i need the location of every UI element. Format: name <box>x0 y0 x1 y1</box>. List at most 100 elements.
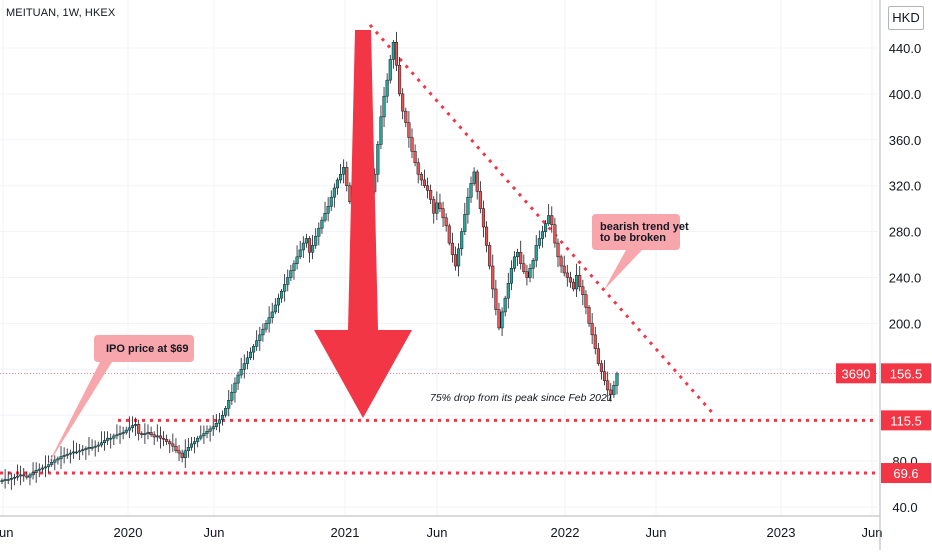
candle-body <box>276 297 280 306</box>
candle-body <box>109 437 113 440</box>
candle-body <box>155 435 159 438</box>
candle-body <box>3 479 7 481</box>
bearish-bubble <box>592 214 680 290</box>
candle-body <box>199 435 203 439</box>
candle-body <box>307 238 312 253</box>
candle-body <box>547 215 551 224</box>
candle-body <box>84 448 88 450</box>
candle-body <box>556 242 560 258</box>
y-tick-label: 240.0 <box>889 271 922 286</box>
candle-body <box>252 346 256 353</box>
candle-body <box>267 317 271 324</box>
candle-body <box>615 373 619 386</box>
candle-body <box>239 369 243 376</box>
x-tick-label: Jun <box>427 525 448 540</box>
ipo-annotation: IPO price at $69 <box>106 343 189 355</box>
candle-body <box>59 456 63 460</box>
candle-body <box>438 202 442 209</box>
candle-body <box>189 443 194 448</box>
candle-body <box>9 478 13 480</box>
candle-body <box>211 426 215 430</box>
candle-body <box>171 443 175 447</box>
candle-body <box>376 144 380 175</box>
candle-body <box>43 466 48 469</box>
candle-body <box>528 268 532 278</box>
candle-body <box>596 348 600 364</box>
y-tick-label: 280.0 <box>889 225 922 240</box>
x-tick-label: Jun <box>0 525 13 540</box>
candles <box>0 31 619 490</box>
candle-body <box>149 432 153 435</box>
candle-body <box>31 472 35 476</box>
drop-arrow <box>314 30 412 418</box>
candle-body <box>311 245 315 253</box>
candle-body <box>571 281 576 290</box>
candle-body <box>0 480 4 483</box>
candle-body <box>391 42 395 60</box>
candle-body <box>522 263 526 273</box>
candle-body <box>531 260 535 269</box>
candle-body <box>298 249 302 258</box>
candle-body <box>320 219 324 229</box>
candle-body <box>525 271 529 278</box>
candle-body <box>401 93 405 112</box>
price-tag-text: 69.6 <box>893 466 918 481</box>
x-tick-label: 2022 <box>551 525 580 540</box>
candle-body <box>550 215 554 225</box>
price-tag-text: 115.5 <box>890 413 922 428</box>
bearish-annotation-line2: to be broken <box>600 232 667 244</box>
candle-body <box>208 428 212 432</box>
price-tag-bg <box>881 463 931 484</box>
candle-body <box>559 256 563 267</box>
candle-body <box>460 231 464 250</box>
candle-body <box>248 351 253 359</box>
candle-body <box>398 64 402 95</box>
candle-body <box>258 334 262 341</box>
candle-body <box>255 340 259 347</box>
candle-body <box>25 475 29 478</box>
candle-body <box>472 171 476 184</box>
candle-body <box>497 309 501 329</box>
bearish-annotation-line1: bearish trend yet <box>600 221 689 233</box>
candle-body <box>168 441 172 445</box>
candle-body <box>419 173 423 181</box>
candle-body <box>295 256 299 264</box>
candle-body <box>348 185 352 203</box>
candle-body <box>53 459 57 463</box>
candle-body <box>121 432 125 434</box>
candle-body <box>205 431 209 434</box>
candle-body <box>15 475 20 478</box>
candle-body <box>444 217 448 227</box>
horizontal-levels <box>0 372 878 475</box>
candle-body <box>71 451 75 454</box>
candle-body <box>292 263 296 271</box>
candle-body <box>186 447 190 452</box>
candle-body <box>339 173 343 181</box>
candle-body <box>388 59 392 81</box>
candle-body <box>441 208 445 219</box>
candle-body <box>224 408 228 416</box>
candle-body <box>512 256 517 269</box>
candle-body <box>87 447 91 449</box>
candle-body <box>544 223 548 232</box>
candle-body <box>606 380 610 391</box>
candle-body <box>161 437 166 440</box>
candle-body <box>317 227 321 237</box>
candle-body <box>301 242 305 251</box>
candle-body <box>102 440 107 443</box>
x-tick-label: Jun <box>646 525 667 540</box>
candle-body <box>134 424 138 426</box>
candle-body <box>478 191 482 209</box>
candle-body <box>565 272 569 278</box>
y-tick-label: 40.0 <box>892 500 917 515</box>
y-tick-label: 200.0 <box>889 316 922 331</box>
candle-body <box>432 199 436 214</box>
candle-body <box>329 196 333 207</box>
candle-body <box>50 461 54 465</box>
candle-body <box>500 311 504 329</box>
candle-body <box>202 433 206 437</box>
candle-body <box>475 171 479 192</box>
currency-button[interactable]: HKD <box>888 6 924 30</box>
